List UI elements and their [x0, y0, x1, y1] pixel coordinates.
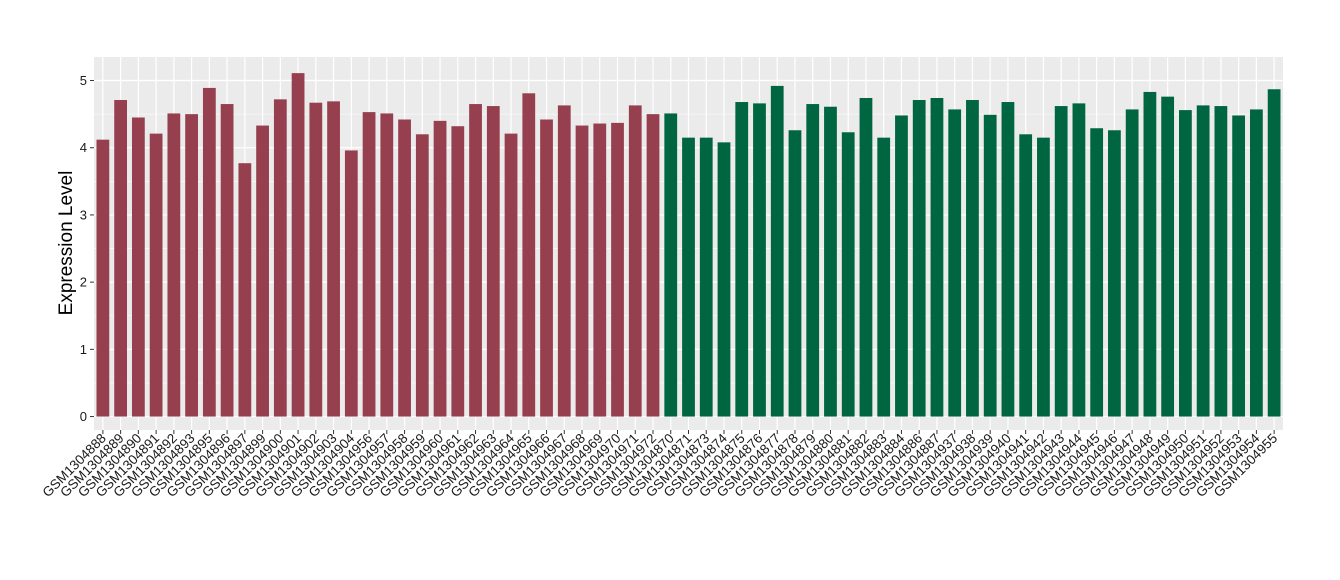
bar: [575, 125, 589, 417]
bar: [1214, 106, 1228, 417]
bar: [948, 109, 962, 417]
bar: [433, 120, 447, 417]
bars: [96, 73, 1281, 417]
bar: [202, 87, 216, 417]
bar: [1249, 109, 1263, 417]
bar: [131, 117, 145, 417]
bar: [362, 112, 376, 417]
bar: [1072, 103, 1086, 417]
bar: [1232, 115, 1246, 417]
bar: [717, 142, 731, 417]
bar: [1108, 130, 1121, 417]
bar: [522, 93, 536, 417]
bar: [1090, 128, 1104, 417]
bar: [966, 100, 979, 417]
bar: [167, 113, 181, 417]
bar: [273, 99, 287, 417]
bar: [1125, 109, 1139, 417]
bar: [841, 132, 855, 417]
bar: [486, 106, 500, 417]
bar: [699, 137, 713, 417]
bar: [1019, 134, 1033, 417]
bar: [1267, 89, 1281, 417]
bar: [114, 100, 128, 417]
bar: [912, 100, 926, 417]
y-axis: 0 1 2 3 4 5: [80, 73, 94, 424]
bar: [1143, 91, 1157, 417]
bar: [611, 122, 624, 417]
bar: [753, 103, 766, 417]
bar: [557, 105, 571, 417]
x-axis: GSM1304888GSM1304889GSM1304890GSM1304891…: [39, 430, 1280, 500]
bar: [682, 137, 695, 417]
bar: [540, 119, 553, 417]
bar: [380, 113, 394, 417]
bar: [824, 106, 837, 417]
bar: [593, 123, 607, 417]
bar: [504, 133, 518, 417]
y-tick-label: 2: [80, 275, 87, 290]
bar: [1179, 110, 1192, 417]
y-tick-label: 3: [80, 207, 87, 222]
bar: [1001, 102, 1015, 417]
bar: [983, 114, 997, 417]
bar: [1196, 105, 1210, 417]
bar: [1161, 96, 1175, 417]
bar: [238, 163, 252, 417]
bar: [220, 104, 234, 417]
bar: [628, 105, 642, 417]
bar: [256, 125, 269, 417]
bar: [859, 97, 873, 417]
bar: [877, 137, 891, 417]
bar: [930, 97, 944, 417]
y-tick-label: 1: [80, 342, 87, 357]
bar: [451, 126, 465, 417]
y-tick-label: 5: [80, 73, 87, 88]
bar: [788, 130, 802, 417]
bar: [735, 102, 749, 417]
bar: [469, 104, 482, 417]
bar: [149, 133, 163, 417]
bar: [664, 113, 678, 417]
bar: [327, 101, 340, 417]
y-tick-label: 4: [80, 140, 87, 155]
bar: [415, 134, 429, 417]
y-tick-label: 0: [80, 409, 87, 424]
bar: [1037, 137, 1050, 417]
bar: [398, 119, 411, 417]
bar: [185, 114, 198, 417]
bar: [806, 104, 820, 417]
bar: [344, 150, 358, 417]
bar: [895, 115, 908, 417]
bar: [646, 114, 660, 417]
y-axis-title: Expression Level: [56, 171, 77, 316]
bar: [309, 102, 323, 417]
bar: [96, 139, 110, 417]
bar: [770, 85, 784, 417]
bar: [291, 73, 305, 417]
bar: [1054, 106, 1068, 417]
